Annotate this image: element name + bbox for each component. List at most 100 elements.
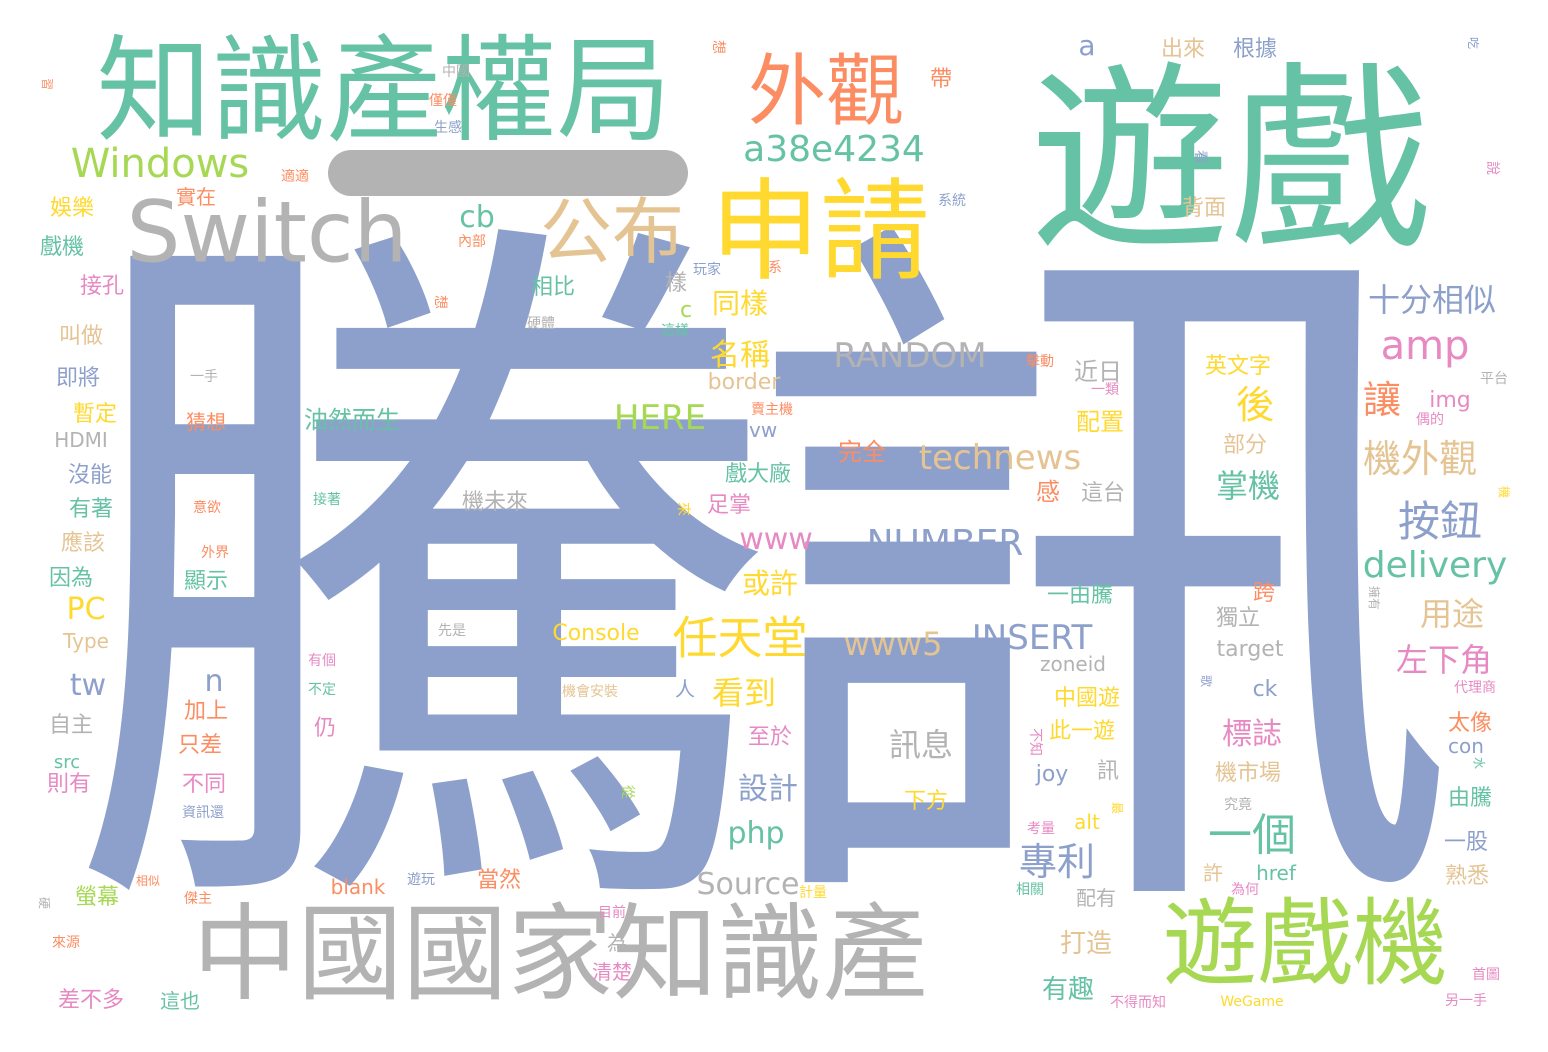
word-chulai: 出來 xyxy=(1160,37,1206,62)
word-shui: 水 xyxy=(1472,756,1486,770)
word-kan: 看 xyxy=(1192,150,1208,164)
word-ouxiang: 偶的 xyxy=(1416,412,1444,428)
word-jishichang: 機市場 xyxy=(1214,761,1282,786)
word-shouhua: 首圖 xyxy=(1472,967,1500,983)
word-jiaozuo: 叫做 xyxy=(58,324,104,349)
word-yingti: 硬體 xyxy=(527,316,555,332)
word-src: src xyxy=(53,752,81,773)
word-hou: 後 xyxy=(1235,383,1275,427)
word-jinri: 近日 xyxy=(1074,358,1122,386)
word-yang: 樣 xyxy=(664,271,688,296)
word-shiyong: 適適 xyxy=(281,169,309,185)
word-xiangsi: 相似 xyxy=(135,874,161,888)
word-ying2: 硬 xyxy=(37,896,51,910)
word-neibu: 內部 xyxy=(458,234,486,250)
word-yinggai: 應該 xyxy=(60,531,106,556)
word-waijie: 外界 xyxy=(201,545,229,561)
word-xun: 訊 xyxy=(1096,759,1120,784)
word-caixiang: 猜想 xyxy=(186,410,226,434)
word-jiujing: 究竟 xyxy=(1224,797,1252,813)
word-xunxi: 訊息 xyxy=(888,726,954,764)
word-jiashang: 加上 xyxy=(183,699,229,724)
word-zixunjian: 資訊還 xyxy=(182,805,224,821)
word-tengxun: 騰訊 xyxy=(62,166,1462,1004)
word-joy: joy xyxy=(1035,762,1069,787)
word-zizhu: 自主 xyxy=(48,713,94,738)
word-jinjin: 僅僅 xyxy=(429,93,457,109)
word-tongyang: 同樣 xyxy=(711,287,769,320)
word-jiweilai: 機未來 xyxy=(461,490,529,515)
word-insert: INSERT xyxy=(971,618,1093,658)
word-shuo: 說 xyxy=(1484,161,1500,175)
word-yige: 一個 xyxy=(1208,810,1296,861)
word-zui: 最 xyxy=(1110,801,1124,815)
word-xiangguan: 相關 xyxy=(1016,882,1044,898)
word-youran-ersheng: 油然而生 xyxy=(304,406,400,434)
word-youxiji: 遊戲機 xyxy=(1162,889,1448,1000)
word-zhangji: 掌機 xyxy=(1215,467,1281,505)
word-jisuan: 計量 xyxy=(799,885,827,901)
word-zhongguoyou: 中國遊 xyxy=(1053,686,1121,711)
word-jiezhe: 接著 xyxy=(313,492,341,508)
word-shenqing: 申請 xyxy=(710,168,930,296)
word-xiangbi: 相比 xyxy=(530,275,576,300)
redacted-bar xyxy=(328,150,688,196)
word-border: border xyxy=(707,370,781,395)
word-console: Console xyxy=(552,621,640,646)
word-yikuan: 一類 xyxy=(1091,382,1119,398)
word-taixiang: 太像 xyxy=(1447,711,1493,736)
word-xianshi: 顯示 xyxy=(183,569,229,594)
word-waiguan: 外觀 xyxy=(747,47,905,137)
word-php: php xyxy=(727,816,785,851)
word-youzhe: 有著 xyxy=(68,497,114,522)
word-yongtu: 用途 xyxy=(1419,595,1485,633)
word-dangran: 當然 xyxy=(476,868,522,893)
word-mingcheng: 名稱 xyxy=(710,338,770,373)
word-windows: Windows xyxy=(70,141,250,187)
word-con: con xyxy=(1448,734,1484,758)
word-zheyang: 這樣 xyxy=(661,323,689,339)
word-peiyou: 配有 xyxy=(1076,886,1116,910)
word-switch: Switch xyxy=(126,183,408,283)
word-cb: cb xyxy=(459,200,495,235)
word-zhetai: 這台 xyxy=(1080,481,1126,506)
word-zoneid: zoneid xyxy=(1040,652,1106,676)
word-xi-small: 習 xyxy=(40,77,54,91)
word-shifen-xiangsi: 十分相似 xyxy=(1367,281,1497,319)
word-ciyiyou: 此一遊 xyxy=(1048,719,1116,744)
word-a: a xyxy=(1078,29,1096,62)
word-zeyou: 則有 xyxy=(46,772,92,797)
word-zhongguo-guojia-zhishichan: 中國國家知識產 xyxy=(192,893,928,1016)
word-xi2: 系 xyxy=(768,260,782,276)
word-dazao: 打造 xyxy=(1059,929,1113,959)
word-bufen: 部分 xyxy=(1222,433,1268,458)
word-www: www xyxy=(739,522,813,557)
word-gongbu: 公布 xyxy=(539,190,685,274)
word-zhiyu: 至於 xyxy=(747,725,793,750)
word-youqu: 有趣 xyxy=(1041,975,1095,1005)
word-source: Source xyxy=(696,867,800,902)
word-wanquan: 完全 xyxy=(838,438,886,466)
word-xianshi2: 先是 xyxy=(438,623,466,639)
word-rang: 讓 xyxy=(1362,378,1402,422)
word-cong: 從 xyxy=(619,785,635,799)
word-technews: technews xyxy=(918,438,1082,478)
word-ren: 人 xyxy=(675,677,695,701)
word-qingchu: 清楚 xyxy=(592,960,632,984)
word-xiang-2: 想 xyxy=(432,295,448,309)
word-youwan: 遊玩 xyxy=(407,872,435,888)
word-yule: 娛樂 xyxy=(49,196,95,221)
word-beimian: 背面 xyxy=(1181,196,1227,221)
word-type: Type xyxy=(63,629,109,653)
word-zhishichan-quanju: 知識產權局 xyxy=(96,24,672,159)
word-kua: 跨 xyxy=(1252,581,1276,606)
word-amp: amp xyxy=(1380,323,1470,369)
word-zuzhang: 足掌 xyxy=(706,493,752,518)
word-ck: ck xyxy=(1252,677,1278,702)
word-yiyouteng: 一由騰 xyxy=(1046,583,1114,608)
word-yongyou: 擁有 xyxy=(1367,585,1381,611)
word-zanding: 暫定 xyxy=(72,402,118,427)
word-zhicha: 只差 xyxy=(177,733,223,758)
word-yingmu: 螢幕 xyxy=(74,885,120,910)
word-buding: 不定 xyxy=(308,682,336,698)
